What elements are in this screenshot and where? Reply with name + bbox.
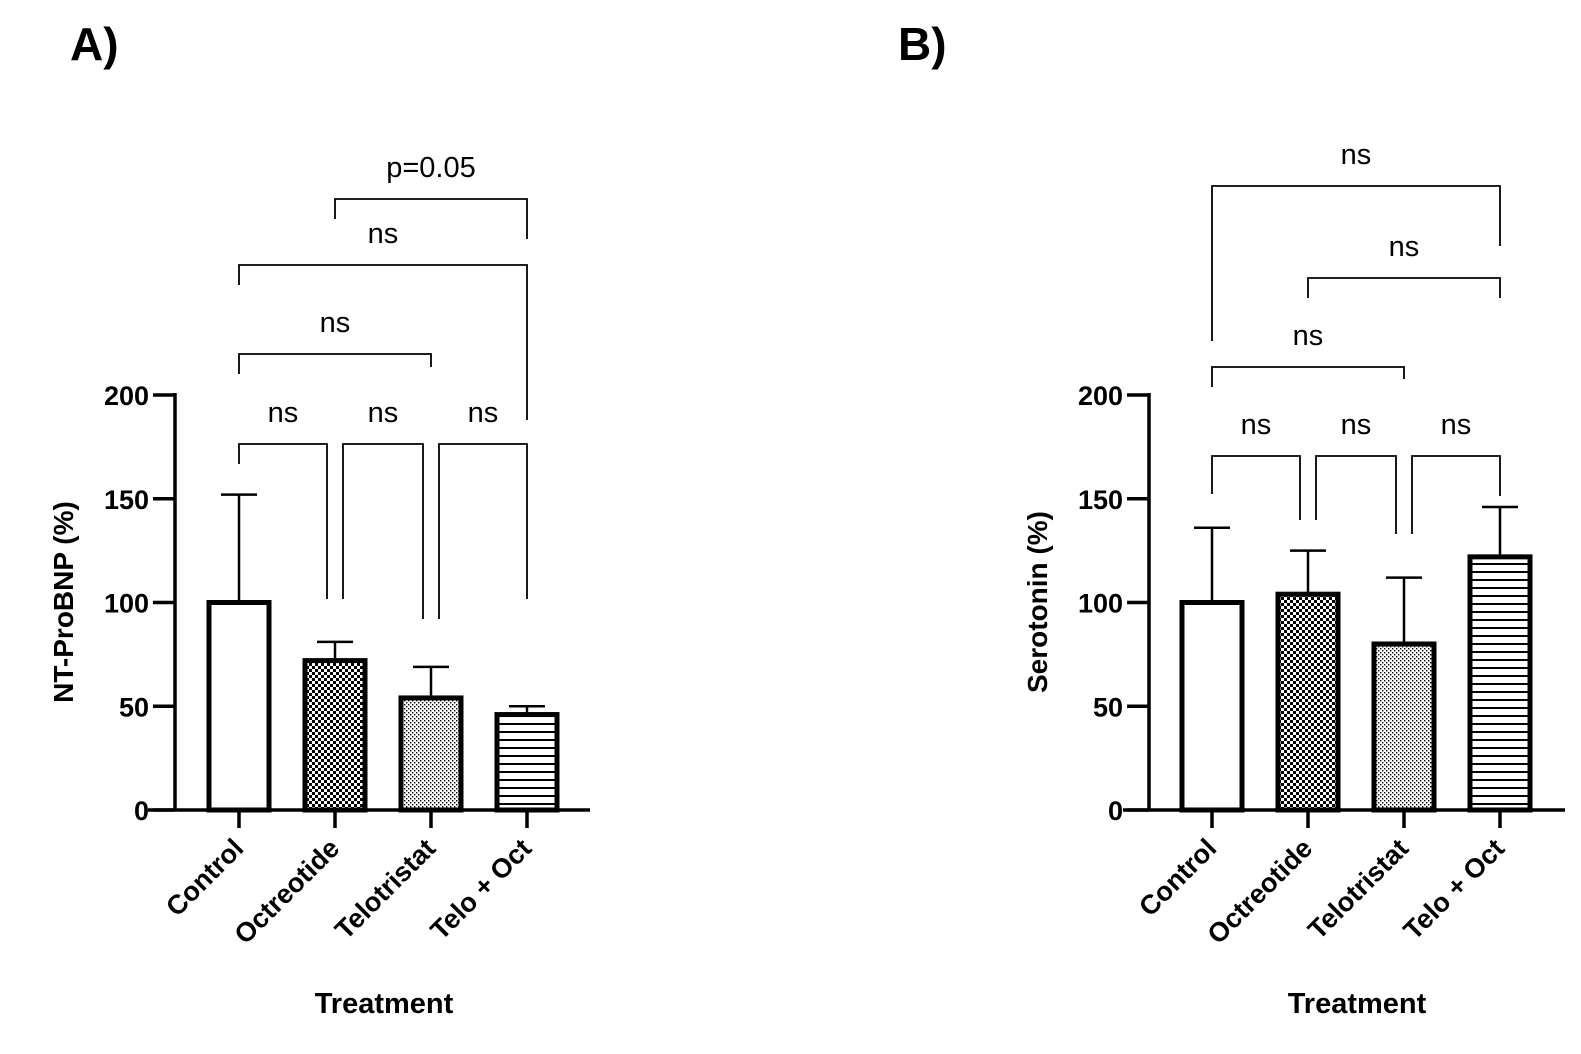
bar-control xyxy=(206,600,272,813)
x-tick-label: Control xyxy=(160,833,249,922)
comparison-label: ns xyxy=(1389,231,1420,263)
x-tick-label: Telotristat xyxy=(329,833,441,945)
comparison-label: ns xyxy=(1441,409,1472,441)
comparison-label: p=0.05 xyxy=(386,152,476,184)
comparison-label: ns xyxy=(1341,139,1372,171)
comparison-bracket xyxy=(1315,455,1397,534)
panel-b-y-axis-label: Serotonin (%) xyxy=(1022,511,1053,693)
panel-a-bars xyxy=(206,493,560,828)
y-tick-label: 0 xyxy=(134,796,149,826)
comparison-bracket xyxy=(342,443,424,619)
comparison-label: ns xyxy=(268,397,299,429)
x-tick-label: Telo + Oct xyxy=(1398,833,1511,946)
bar-telotristat xyxy=(398,695,464,813)
comparison-label: ns xyxy=(368,397,399,429)
x-tick-label: Control xyxy=(1133,833,1222,922)
comparison-bracket xyxy=(1211,185,1501,341)
comparison-bracket xyxy=(1307,277,1501,298)
comparison-label: ns xyxy=(1293,320,1324,352)
comparison-label: ns xyxy=(368,218,399,250)
comparison-bracket xyxy=(1211,455,1301,520)
comparison-bracket xyxy=(238,353,432,374)
panel-a: A) 0 50 100 150 200 ns ns ns ns ns p=0.05 NT-ProB… xyxy=(48,18,590,1020)
panel-b-comparisons: ns ns ns ns ns ns xyxy=(1211,139,1501,534)
comparison-label: ns xyxy=(1241,409,1272,441)
y-tick-label: 150 xyxy=(1078,485,1123,515)
bar-telotristat xyxy=(1371,641,1437,813)
y-tick-label: 50 xyxy=(1093,692,1123,722)
comparison-bracket xyxy=(238,264,528,420)
y-tick-label: 150 xyxy=(104,485,149,515)
y-tick-label: 100 xyxy=(1078,589,1123,619)
y-tick-label: 0 xyxy=(1108,796,1123,826)
comparison-bracket xyxy=(334,198,528,239)
panel-b-label: B) xyxy=(898,18,947,70)
comparison-bracket xyxy=(1211,366,1405,387)
x-tick-label: Telo + Oct xyxy=(425,833,538,946)
bar-telo-oct xyxy=(1467,554,1533,813)
panel-a-label: A) xyxy=(70,18,119,70)
panel-a-y-axis-label: NT-ProBNP (%) xyxy=(48,501,79,703)
bar-control xyxy=(1179,600,1245,813)
comparison-label: ns xyxy=(320,307,351,339)
panel-b-bars xyxy=(1179,505,1533,828)
panel-a-y-ticks: 0 50 100 150 200 xyxy=(104,381,175,826)
y-tick-label: 50 xyxy=(119,692,149,722)
x-tick-label: Telotristat xyxy=(1302,833,1414,945)
comparison-label: ns xyxy=(468,397,499,429)
y-tick-label: 200 xyxy=(1078,381,1123,411)
bar-octreotide xyxy=(302,658,368,813)
y-tick-label: 200 xyxy=(104,381,149,411)
x-tick-label: Octreotide xyxy=(229,833,346,950)
comparison-bracket xyxy=(438,443,528,619)
comparison-bracket xyxy=(238,443,328,599)
y-tick-label: 100 xyxy=(104,589,149,619)
comparison-bracket xyxy=(1411,455,1501,534)
bar-telo-oct xyxy=(494,712,560,813)
comparison-label: ns xyxy=(1341,409,1372,441)
panel-b-x-axis-label: Treatment xyxy=(1288,988,1427,1020)
panel-b: B) 0 50 100 150 200 ns ns ns ns ns ns Serotonin (… xyxy=(898,18,1565,1020)
x-tick-label: Octreotide xyxy=(1202,833,1319,950)
bar-octreotide xyxy=(1275,591,1341,813)
panel-b-y-ticks: 0 50 100 150 200 xyxy=(1078,381,1149,826)
panel-a-x-axis-label: Treatment xyxy=(315,988,454,1020)
panel-a-comparisons: ns ns ns ns ns p=0.05 xyxy=(238,152,528,619)
